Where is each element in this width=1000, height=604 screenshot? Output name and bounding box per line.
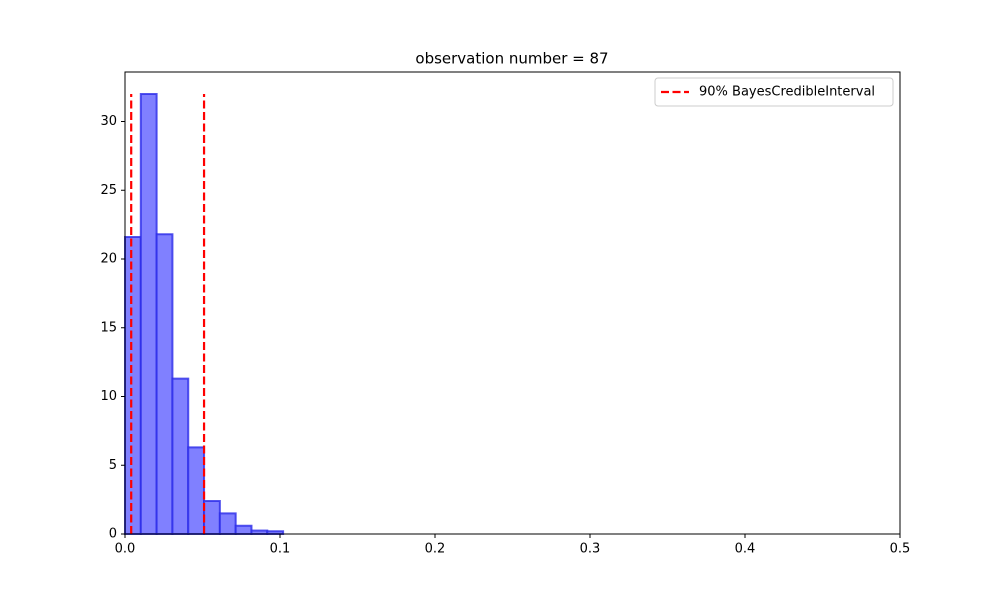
legend-box [654,77,894,107]
y-tick-label: 25 [100,183,117,198]
bar [187,446,206,535]
x-tick-label: 0.5 [890,542,911,557]
y-tick-label: 30 [100,114,117,129]
x-tick-label: 0.0 [115,542,136,557]
bar [203,500,221,535]
legend-label: 90% BayesCredibleInterval [699,85,875,100]
bar [171,377,190,535]
x-tick-label: 0.4 [735,542,756,557]
bar [250,529,269,535]
chart-title: observation number = 87 [415,50,608,68]
y-tick-label: 10 [100,389,117,404]
x-tick-label: 0.2 [425,542,446,557]
bar [234,524,253,535]
y-tick-label: 5 [109,458,117,473]
plot-frame [124,71,901,535]
bar [139,93,158,535]
y-tick-label: 0 [109,527,117,542]
y-tick-label: 15 [100,320,117,335]
x-tick-label: 0.1 [270,542,291,557]
x-tick-label: 0.3 [580,542,601,557]
bar [218,512,237,535]
bar [124,236,142,535]
y-tick-label: 20 [100,252,117,267]
bar [155,233,174,535]
